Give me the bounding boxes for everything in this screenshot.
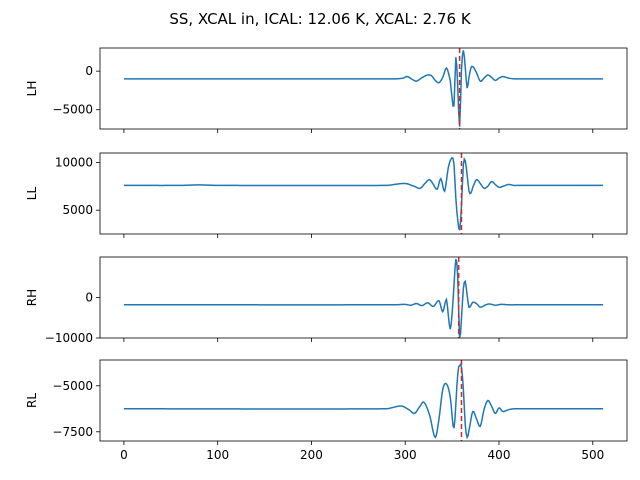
x-tick-label: 400: [488, 448, 511, 462]
x-tick-label: 200: [300, 448, 323, 462]
series-line: [123, 50, 604, 127]
y-tick-label: −10000: [45, 331, 93, 345]
subplot-lh: 0 −5000 LH: [25, 47, 628, 133]
x-tick-label: 500: [581, 448, 604, 462]
series-line: [123, 156, 604, 231]
series-line: [123, 258, 604, 338]
x-tick-label: 0: [120, 448, 128, 462]
y-tick-label: 5000: [62, 203, 93, 217]
y-tick-label: 0: [85, 64, 93, 78]
subplot-rh: 0 −10000 RH: [25, 256, 628, 345]
y-tick-label: −5000: [52, 379, 93, 393]
subplot-ll: 10000 5000 LL: [25, 152, 628, 238]
axes-frame: [99, 359, 628, 442]
y-axis-label: LH: [25, 81, 39, 97]
series-line: [123, 363, 604, 440]
y-tick-label: 0: [85, 291, 93, 305]
figure-title: SS, XCAL in, ICAL: 12.06 K, XCAL: 2.76 K: [169, 10, 472, 28]
y-axis-label: RL: [25, 393, 39, 408]
y-tick-label: −7500: [52, 425, 93, 439]
y-axis-label: LL: [25, 187, 39, 201]
y-tick-label: −5000: [52, 103, 93, 117]
subplots: 0 −5000 LH 10000 5000 LL 0 −10000 RH −5000 −7500 0 1…: [25, 47, 628, 462]
y-axis-label: RH: [25, 289, 39, 306]
x-tick-label: 300: [394, 448, 417, 462]
axes-frame: [99, 152, 628, 235]
subplot-rl: −5000 −7500 0 100 200 300 400 500 RL: [25, 359, 628, 462]
axes-frame: [99, 256, 628, 339]
x-tick-label: 100: [206, 448, 229, 462]
y-tick-label: 10000: [55, 156, 93, 170]
axes-frame: [99, 47, 628, 130]
